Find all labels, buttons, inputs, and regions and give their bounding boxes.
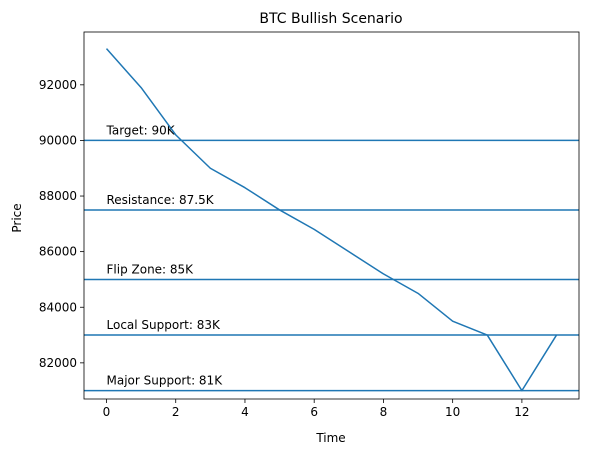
- x-tick-label: 6: [310, 405, 318, 419]
- x-axis-label: Time: [315, 431, 345, 445]
- level-label: Resistance: 87.5K: [107, 193, 215, 207]
- y-tick-label: 86000: [39, 245, 77, 259]
- plot-frame: [83, 31, 580, 400]
- y-tick-label: 88000: [39, 189, 77, 203]
- level-label: Target: 90K: [106, 123, 176, 137]
- level-label: Local Support: 83K: [107, 318, 221, 332]
- level-label: Major Support: 81K: [107, 374, 224, 388]
- y-axis-label: Price: [10, 203, 24, 232]
- y-tick-label: 84000: [39, 300, 77, 314]
- level-label: Flip Zone: 85K: [107, 262, 195, 276]
- y-tick-label: 90000: [39, 133, 77, 147]
- y-tick-label: 92000: [39, 78, 77, 92]
- y-tick-label: 82000: [39, 356, 77, 370]
- x-tick-label: 2: [172, 405, 180, 419]
- x-tick-label: 0: [103, 405, 111, 419]
- plot-area: Target: 90K Resistance: 87.5K Flip Zone: 8…: [39, 31, 580, 419]
- x-tick-label: 10: [445, 405, 460, 419]
- series-line: [105, 48, 558, 392]
- x-tick-label: 4: [241, 405, 249, 419]
- x-tick-label: 12: [514, 405, 529, 419]
- chart-title: BTC Bullish Scenario: [259, 11, 402, 27]
- x-tick-label: 8: [380, 405, 388, 419]
